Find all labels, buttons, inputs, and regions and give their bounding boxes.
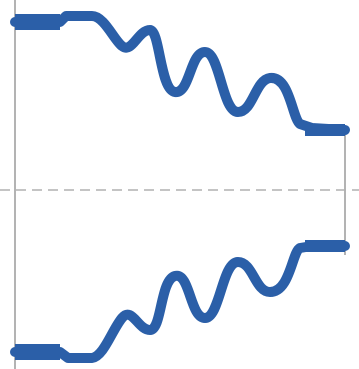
- upper-right-cuff: [305, 124, 345, 136]
- upper-left-flange: [15, 14, 60, 30]
- lower-right-cuff: [305, 240, 345, 252]
- lower-profile: [10, 240, 350, 363]
- lower-left-flange: [15, 344, 60, 360]
- lower-bellows-wall: [10, 241, 350, 363]
- upper-bellows-wall: [10, 11, 350, 135]
- upper-profile: [10, 11, 350, 136]
